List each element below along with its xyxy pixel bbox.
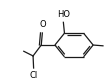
Text: HO: HO xyxy=(57,10,70,19)
Text: O: O xyxy=(40,20,46,29)
Text: Cl: Cl xyxy=(29,71,38,80)
